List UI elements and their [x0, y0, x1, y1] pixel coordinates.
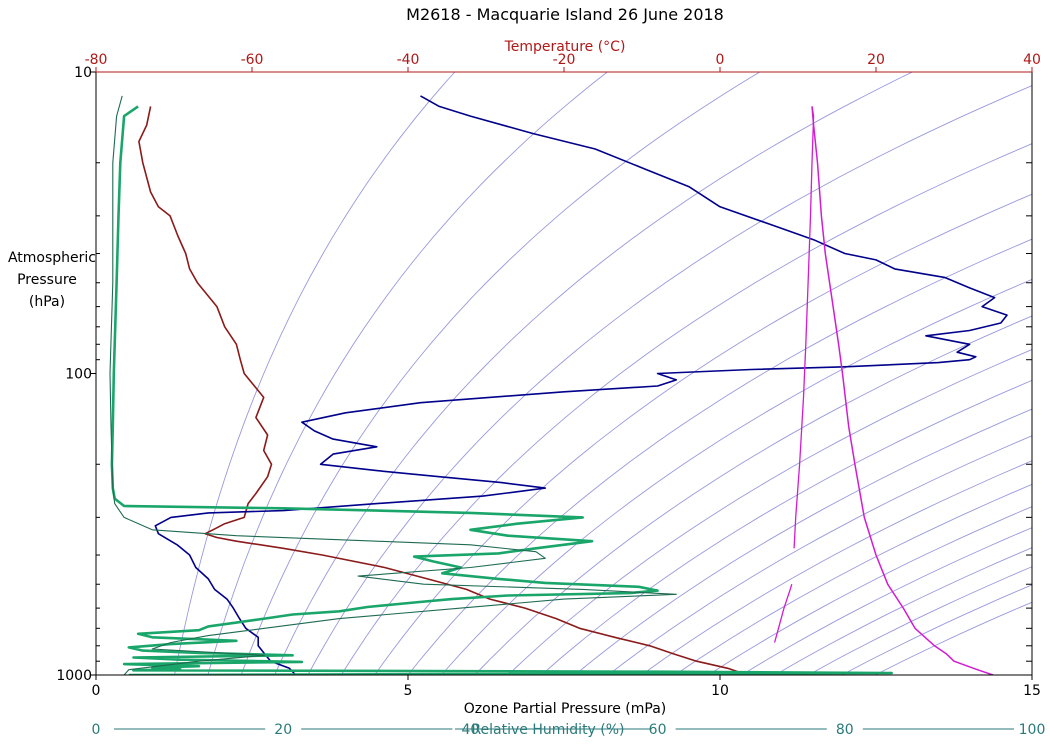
- humidity-tick-label: 80: [836, 722, 854, 738]
- isotherm-line: [174, 72, 456, 675]
- humidity_thin-series-line: [109, 95, 677, 675]
- isotherm-line: [541, 379, 1032, 675]
- isotherm-line: [307, 85, 1032, 675]
- humidity-tick-label: 40: [461, 722, 479, 738]
- chart-title: M2618 - Macquarie Island 26 June 2018: [406, 5, 724, 24]
- temperature-tick-label: -40: [397, 52, 420, 68]
- pressure-axis-label-line-1: Atmospheric: [8, 250, 96, 266]
- isotherm-line: [841, 584, 1032, 675]
- humidity-series-line: [110, 105, 893, 675]
- ozone-tick-label: 5: [404, 683, 413, 699]
- isotherm-line: [741, 527, 1032, 675]
- temperature-tick-label: 20: [867, 52, 885, 68]
- humidity-axis-label: Relative Humidity (%): [471, 722, 624, 738]
- humidity-tick-label: 0: [92, 722, 101, 738]
- isotherm-line: [407, 238, 1032, 675]
- magenta_lower-series-line: [773, 584, 793, 643]
- isotherm-line: [674, 483, 1032, 675]
- isotherm-line: [240, 72, 761, 675]
- isotherm-line: [441, 278, 1032, 675]
- ozone-tick-label: 0: [92, 683, 101, 699]
- temperature-tick-label: -20: [553, 52, 576, 68]
- isotherm-line: [708, 506, 1032, 675]
- pressure-tick-label: 1000: [56, 668, 92, 684]
- isotherm-line: [808, 566, 1032, 675]
- isotherm-line: [474, 315, 1032, 675]
- isotherm-line: [774, 547, 1032, 675]
- pressure-axis-label-line-2: Pressure: [17, 272, 77, 288]
- temperature-tick-label: 0: [716, 52, 725, 68]
- temperature-tick-label: -60: [241, 52, 264, 68]
- pressure-axis-label-line-3: (hPa): [29, 294, 65, 310]
- ozone-tick-label: 15: [1023, 683, 1041, 699]
- temperature-series-line: [138, 106, 748, 675]
- temperature-tick-label: 40: [1023, 52, 1041, 68]
- magenta_upper-series-line: [793, 106, 815, 549]
- isotherm-line: [207, 72, 608, 675]
- axis-ticks: 10 100 1000 -80 -60 -40 -20 0 20 40 0 5 10 15 0 20 40 60 8…: [56, 52, 1045, 738]
- ozone-tick-label: 10: [711, 683, 729, 699]
- magenta-series-line: [811, 106, 994, 675]
- pressure-tick-label: 100: [65, 367, 92, 383]
- humidity-tick-label: 20: [274, 722, 292, 738]
- temperature-tick-label: -80: [85, 52, 108, 68]
- data-series: [109, 95, 1008, 675]
- humidity-tick-label: 100: [1019, 722, 1046, 738]
- ozone-series-line: [154, 95, 1008, 675]
- isotherm-grid: [174, 72, 1032, 675]
- temperature-axis-label: Temperature (°C): [504, 39, 626, 55]
- isotherm-line: [574, 408, 1032, 675]
- isotherm-line: [641, 460, 1032, 675]
- pressure-tick-label: 10: [74, 65, 92, 81]
- isotherm-line: [607, 435, 1032, 675]
- ozone-axis-label: Ozone Partial Pressure (mPa): [464, 701, 667, 717]
- humidity-tick-label: 60: [649, 722, 667, 738]
- isotherm-line: [274, 72, 913, 675]
- isotherm-line: [507, 349, 1032, 675]
- isotherm-line: [874, 601, 1032, 675]
